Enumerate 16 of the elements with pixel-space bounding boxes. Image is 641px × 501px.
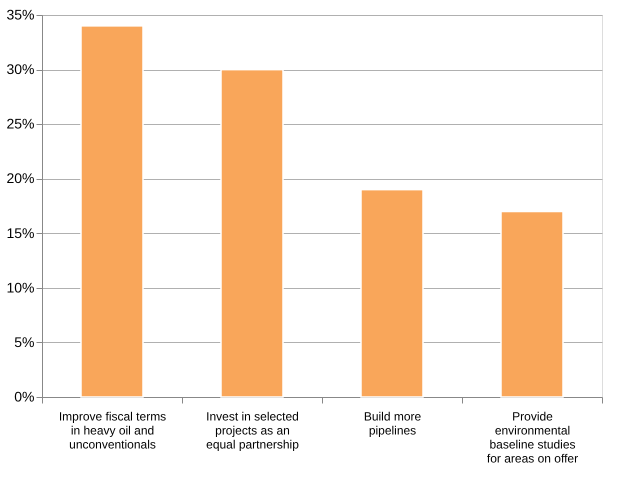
y-tick-label: 35% — [6, 6, 34, 22]
y-tick-label: 15% — [6, 224, 34, 241]
bar — [80, 25, 144, 398]
y-tick-label: 5% — [14, 334, 34, 350]
x-tick-label: Build more pipelines — [364, 410, 422, 438]
x-tick-label: Provide environmental baseline studies for areas on offer — [486, 410, 578, 466]
bar — [500, 210, 564, 398]
bar — [220, 68, 284, 398]
bar — [360, 188, 424, 398]
y-tick-label: 20% — [6, 170, 34, 186]
y-tick-label: 25% — [6, 116, 34, 132]
x-tick-label: Invest in selected projects as an equal partnership — [206, 410, 300, 452]
x-tick-label: Improve fiscal terms in heavy oil and unconventionals — [58, 410, 166, 452]
y-tick-label: 0% — [14, 388, 34, 404]
y-tick-label: 30% — [6, 61, 34, 78]
y-tick-label: 10% — [6, 279, 34, 296]
